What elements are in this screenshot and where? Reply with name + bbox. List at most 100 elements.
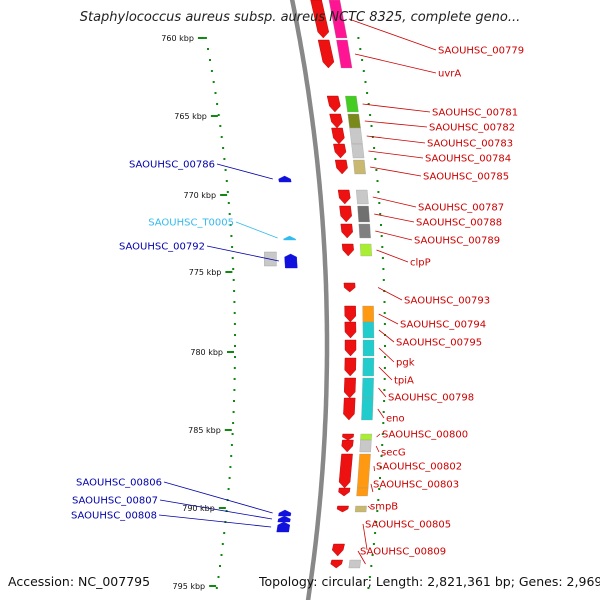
forward-gene-label: SAOUHSC_00809	[360, 547, 446, 558]
outer-tick-dot	[384, 356, 386, 358]
reverse-gene-label: SAOUHSC_00806	[76, 478, 162, 489]
outer-tick-dot	[383, 378, 386, 380]
forward-label-leader	[376, 249, 409, 263]
inner-tick-dot	[230, 455, 233, 457]
forward-gene-label: SAOUHSC_00784	[425, 154, 511, 165]
cog-category-block	[356, 487, 369, 497]
cog-category-block	[359, 243, 372, 257]
inner-tick-dot	[232, 422, 235, 424]
inner-tick-dot	[232, 268, 235, 270]
reverse-gene-arrow	[278, 509, 292, 517]
scale-labels-layer: 760 kbp 765 kbp 770 kbp 775 kbp 780 kbp 785 k…	[161, 34, 234, 591]
inner-tick-dot	[219, 565, 221, 567]
inner-tick-dot	[229, 466, 232, 468]
inner-tick-dot	[228, 213, 231, 215]
outer-tick-dot	[370, 565, 373, 567]
forward-gene-arrow	[344, 321, 357, 339]
forward-gene-arrow	[339, 205, 352, 223]
forward-label-leader	[377, 408, 385, 419]
outer-tick-dot	[381, 246, 384, 248]
genome-backbone	[289, 0, 330, 600]
cog-category-block	[362, 321, 375, 339]
forward-gene-label: SAOUHSC_00803	[373, 480, 459, 491]
reverse-label-leader	[163, 481, 273, 514]
inner-tick-dot	[233, 312, 236, 314]
inner-tick-dot	[233, 323, 236, 325]
cog-category-block	[362, 339, 375, 357]
forward-gene-label: SAOUHSC_00800	[382, 430, 468, 441]
forward-gene-label: tpiA	[394, 376, 414, 387]
scale-label-5: 780 kbp	[190, 348, 223, 357]
forward-gene-arrow	[338, 453, 353, 489]
inner-tick-dot	[233, 378, 236, 380]
reverse-gene-arrow	[277, 515, 291, 523]
forward-gene-arrow	[331, 543, 345, 557]
inner-tick-dot	[232, 411, 235, 413]
forward-label-leader	[373, 465, 375, 472]
inner-tick-dot	[233, 367, 236, 369]
forward-gene-label: SAOUHSC_00783	[427, 139, 513, 150]
scale-label-2: 765 kbp	[174, 112, 207, 121]
inner-tick-dot	[210, 70, 213, 72]
inner-tick-dot	[229, 224, 232, 226]
outer-tick-dot	[373, 147, 376, 149]
backbone-layer	[289, 0, 330, 600]
forward-label-leader	[348, 18, 437, 51]
reverse-gene-label: SAOUHSC_00808	[71, 511, 157, 522]
inner-tick-dot	[220, 554, 223, 556]
outer-tick-dot	[382, 268, 385, 270]
outer-tick-dot	[384, 345, 386, 347]
reverse-label-leader	[206, 245, 279, 262]
outer-tick-dot	[379, 213, 382, 215]
outer-tick-dot	[368, 576, 371, 578]
inner-tick-dot	[234, 356, 236, 358]
forward-gene-label: uvrA	[438, 69, 461, 80]
reverse-gene-arrow	[278, 175, 292, 183]
forward-gene-arrow	[336, 505, 349, 513]
outer-tick-dot	[361, 59, 364, 61]
inner-tick-dot	[216, 103, 219, 105]
outer-tick-dot	[376, 510, 379, 512]
cog-category-block	[357, 205, 370, 223]
forward-gene-label: SAOUHSC_00793	[404, 296, 490, 307]
cog-blocks-layer	[264, 0, 375, 569]
forward-gene-arrow	[341, 439, 354, 453]
reverse-label-leader	[158, 514, 272, 528]
outer-tick-dot	[367, 103, 370, 105]
forward-label-leader	[377, 287, 403, 301]
outer-tick-dot	[378, 202, 381, 204]
cog-category-block	[362, 377, 374, 399]
forward-gene-arrow	[329, 113, 343, 129]
outer-tick-dot	[377, 499, 380, 501]
forward-gene-label: secG	[381, 448, 406, 459]
cog-category-block	[336, 39, 353, 69]
outer-tick-dot	[371, 554, 374, 556]
forward-gene-label: clpP	[410, 258, 431, 269]
forward-label-leader	[364, 120, 428, 128]
inner-tick-dot	[224, 169, 227, 171]
inner-tick-dot	[231, 246, 234, 248]
forward-label-leader	[362, 103, 431, 113]
map-title: Staphylococcus aureus subsp. aureus NCTC…	[79, 10, 521, 25]
forward-gene-arrow	[343, 377, 356, 399]
inner-tick-dot	[234, 345, 236, 347]
forward-label-leader	[378, 387, 387, 398]
outer-tick-dot	[383, 312, 386, 314]
outer-tick-dot	[374, 532, 377, 534]
outer-tick-dot	[357, 37, 360, 39]
outer-tick-dot	[383, 367, 386, 369]
scale-ticks-layer	[204, 37, 386, 589]
reverse-gene-label: SAOUHSC_T0005	[148, 218, 234, 229]
forward-label-leader	[376, 433, 381, 438]
outer-tick-dot	[381, 257, 384, 259]
forward-gene-arrow	[330, 559, 343, 569]
inner-tick-dot	[228, 477, 231, 479]
outer-tick-dot	[380, 455, 383, 457]
forward-label-leader	[370, 166, 422, 177]
cog-category-block	[345, 95, 359, 113]
outer-tick-dot	[364, 81, 367, 83]
forward-label-leader	[357, 550, 366, 565]
scale-label-3: 770 kbp	[183, 191, 216, 200]
